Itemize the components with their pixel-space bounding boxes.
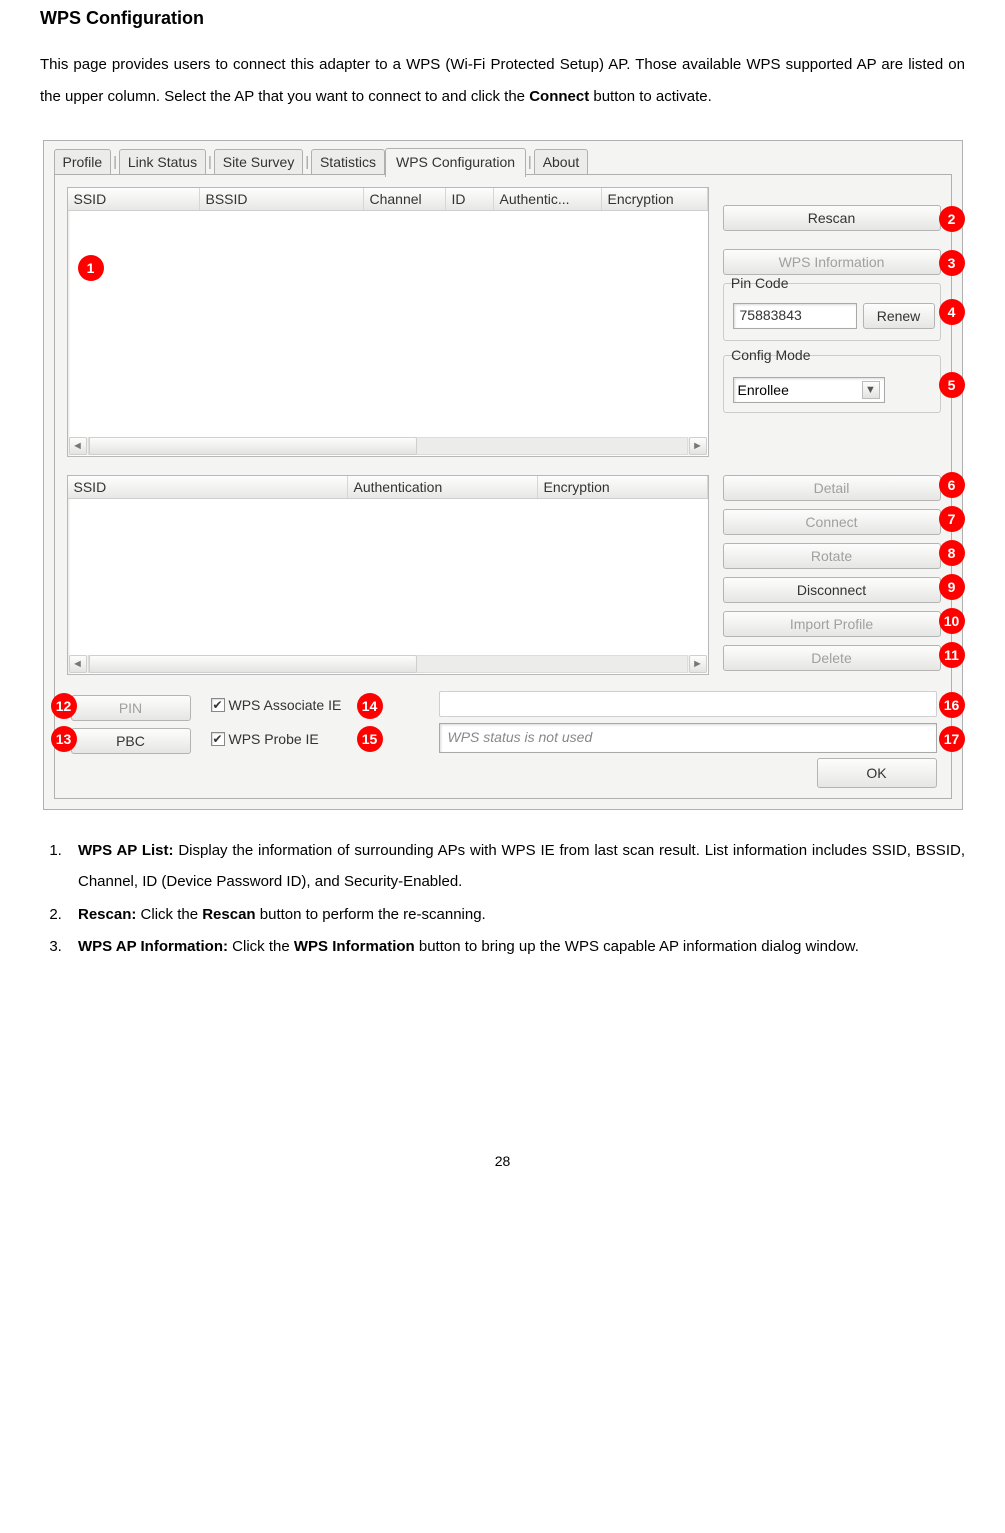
scroll-right-icon[interactable]: ► [689,655,707,673]
callout-bubble-15: 15 [357,726,383,752]
ok-button[interactable]: OK [817,758,937,788]
callout-bubble-13: 13 [51,726,77,752]
wps-ap-list[interactable]: SSID BSSID Channel ID Authentic... Encry… [67,187,709,457]
import-profile-button[interactable]: Import Profile [723,611,941,637]
profile-list-header: SSID Authentication Encryption [68,476,708,499]
col-bssid[interactable]: BSSID [200,188,364,210]
callout-bubble-10: 10 [939,608,965,634]
wps-associate-ie-label: WPS Associate IE [229,697,342,713]
item2-bold2: Rescan [202,906,255,923]
intro-text-after: button to activate. [589,88,712,105]
config-mode-label: Config Mode [731,347,810,363]
profile-list-scrollbar[interactable]: ◄ ► [69,655,707,673]
callout-bubble-17: 17 [939,726,965,752]
intro-paragraph: This page provides users to connect this… [40,49,965,112]
item2-title: Rescan: [78,906,136,923]
col-prof-auth[interactable]: Authentication [348,476,538,498]
item3-rest: button to bring up the WPS capable AP in… [415,938,859,955]
col-prof-ssid[interactable]: SSID [68,476,348,498]
callout-bubble-3: 3 [939,250,965,276]
col-id[interactable]: ID [446,188,494,210]
callout-bubble-11: 11 [939,642,965,668]
description-list: WPS AP List: Display the information of … [40,836,965,963]
ap-list-header: SSID BSSID Channel ID Authentic... Encry… [68,188,708,211]
rotate-button[interactable]: Rotate [723,543,941,569]
callout-bubble-8: 8 [939,540,965,566]
scroll-right-icon[interactable]: ► [689,437,707,455]
callout-bubble-4: 4 [939,299,965,325]
list-item-1: WPS AP List: Display the information of … [66,836,965,898]
intro-text-before: This page provides users to connect this… [40,56,965,105]
item3-mid: Click the [228,938,294,955]
col-channel[interactable]: Channel [364,188,446,210]
connect-button[interactable]: Connect [723,509,941,535]
callout-bubble-12: 12 [51,693,77,719]
list-item-3: WPS AP Information: Click the WPS Inform… [66,932,965,963]
scroll-left-icon[interactable]: ◄ [69,655,87,673]
wps-probe-ie-label: WPS Probe IE [229,731,319,747]
detail-button[interactable]: Detail [723,475,941,501]
list-item-2: Rescan: Click the Rescan button to perfo… [66,900,965,931]
item3-bold2: WPS Information [294,938,415,955]
callout-bubble-5: 5 [939,372,965,398]
pbc-button[interactable]: PBC [71,728,191,754]
col-encryption[interactable]: Encryption [602,188,708,210]
col-ssid[interactable]: SSID [68,188,200,210]
item1-text: Display the information of surrounding A… [78,842,965,890]
callout-bubble-14: 14 [357,693,383,719]
callout-bubble-9: 9 [939,574,965,600]
scroll-left-icon[interactable]: ◄ [69,437,87,455]
item2-mid: Click the [136,906,202,923]
col-auth[interactable]: Authentic... [494,188,602,210]
callout-bubble-1: 1 [78,255,104,281]
pin-code-input[interactable]: 75883843 [733,303,857,329]
callout-bubble-16: 16 [939,692,965,718]
wps-status-input[interactable]: WPS status is not used [439,723,937,753]
pin-button[interactable]: PIN [71,695,191,721]
page-section-title: WPS Configuration [40,8,965,29]
pin-code-label: Pin Code [731,275,789,291]
renew-button[interactable]: Renew [863,303,935,329]
screenshot-container: Profile | Link Status | Site Survey | St… [43,140,963,810]
item2-rest: button to perform the re-scanning. [256,906,486,923]
delete-button[interactable]: Delete [723,645,941,671]
wps-profile-list[interactable]: SSID Authentication Encryption ◄ ► [67,475,709,675]
callout-bubble-7: 7 [939,506,965,532]
wps-probe-ie-checkbox[interactable]: ✔ WPS Probe IE [211,731,319,747]
chevron-down-icon[interactable]: ▼ [862,381,880,399]
tab-panel: SSID BSSID Channel ID Authentic... Encry… [54,174,952,799]
page-number: 28 [40,1153,965,1169]
rescan-button[interactable]: Rescan [723,205,941,231]
checkbox-icon: ✔ [211,732,225,746]
callout-bubble-2: 2 [939,206,965,232]
callout-bubble-6: 6 [939,472,965,498]
config-mode-value: Enrollee [738,382,789,398]
scroll-track[interactable] [88,655,688,673]
ap-list-scrollbar[interactable]: ◄ ► [69,437,707,455]
item1-title: WPS AP List: [78,842,174,859]
config-mode-select[interactable]: Enrollee ▼ [733,377,885,403]
wps-progress-bar [439,691,937,717]
scroll-thumb[interactable] [89,437,418,455]
col-prof-encryption[interactable]: Encryption [538,476,708,498]
tab-wps-configuration[interactable]: WPS Configuration [385,148,526,177]
wps-dialog: Profile | Link Status | Site Survey | St… [43,140,963,810]
scroll-track[interactable] [88,437,688,455]
wps-associate-ie-checkbox[interactable]: ✔ WPS Associate IE [211,697,342,713]
scroll-thumb[interactable] [89,655,418,673]
intro-connect-word: Connect [529,88,589,105]
item3-title: WPS AP Information: [78,938,228,955]
checkbox-icon: ✔ [211,698,225,712]
wps-information-button[interactable]: WPS Information [723,249,941,275]
disconnect-button[interactable]: Disconnect [723,577,941,603]
